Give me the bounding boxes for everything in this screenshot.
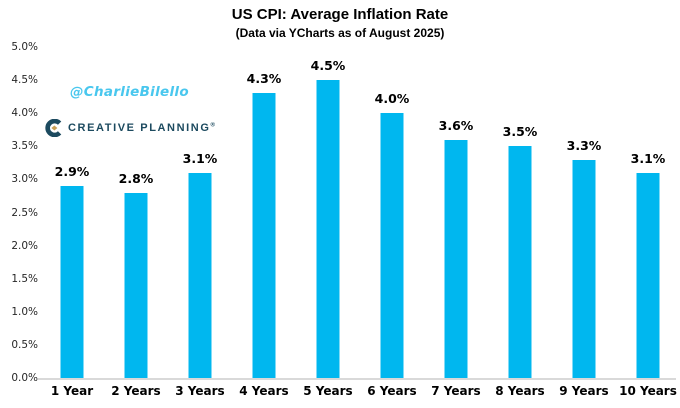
y-axis-tick-label: 2.0% [11,239,38,252]
y-axis-tick-label: 1.0% [11,305,38,318]
y-axis-tick-label: 4.0% [11,107,38,120]
y-axis-tick-label: 1.5% [11,272,38,285]
bar-value-label: 3.5% [502,124,538,140]
bar-value-label: 2.8% [118,170,154,186]
bar-category-7: 3.6% [424,47,488,378]
bar-category-4: 4.3% [232,47,296,378]
bar [188,172,212,378]
creative-planning-c-icon [45,119,63,137]
x-axis-category-label: 3 Years [175,384,225,398]
bar-category-5: 4.5% [296,47,360,378]
bar-value-label: 2.9% [54,164,90,180]
x-axis-category-label: 4 Years [239,384,289,398]
y-axis-tick-label: 0.0% [11,372,38,384]
y-axis: 5.0% 4.5% 4.0% 3.5% 3.0% 2.5% 2.0% 1.5% 1.0% 0.5%… [0,41,40,384]
y-axis-tick-label: 4.5% [11,74,38,87]
x-axis-category-label: 2 Years [111,384,161,398]
bar-value-label: 4.3% [246,71,282,87]
bar [572,159,596,378]
y-axis-tick-label: 0.5% [11,338,38,351]
bar [60,186,84,378]
chart-title: US CPI: Average Inflation Rate [231,6,449,23]
x-axis-category-label: 1 Year [50,384,94,398]
x-axis-category-label: 6 Years [367,384,417,398]
bar [444,139,468,378]
x-axis-category-label: 7 Years [431,384,481,398]
bar-value-label: 4.5% [310,58,346,74]
y-axis-tick-label: 3.0% [11,173,38,186]
bar-value-label: 3.1% [182,150,218,166]
plot-area: 2.9% 2.8% 3.1% 4.3% 4.5% 4.0% 3.6% 3.5% 3.3% 3.1% [40,47,680,378]
chart-subtitle: (Data via YCharts as of August 2025) [235,26,445,40]
x-axis-category-label: 9 Years [559,384,609,398]
bar-category-1: 2.9% [40,47,104,378]
creative-planning-logo: CREATIVE PLANNING® [45,119,215,137]
bar-category-9: 3.3% [552,47,616,378]
bar [316,80,340,378]
x-axis-category-label: 8 Years [495,384,545,398]
x-axis-line [38,378,676,380]
y-axis-tick-label: 2.5% [11,206,38,219]
y-axis-tick-label: 5.0% [11,41,38,53]
bar [508,146,532,378]
twitter-handle-watermark: @CharlieBilello [70,84,189,100]
bar-category-10: 3.1% [616,47,680,378]
bar-value-label: 3.1% [630,150,666,166]
bar [124,192,148,378]
bar-category-3: 3.1% [168,47,232,378]
bar-value-label: 4.0% [374,91,410,107]
bar [252,93,276,378]
x-axis-category-label: 5 Years [303,384,353,398]
bar-category-2: 2.8% [104,47,168,378]
bar-value-label: 3.3% [566,137,602,153]
bar [636,172,660,378]
logo-wordmark: CREATIVE PLANNING® [68,122,215,134]
bar-category-8: 3.5% [488,47,552,378]
x-axis-labels: 1 Year 2 Years 3 Years 4 Years 5 Years 6 Year… [40,384,680,398]
bar [380,113,404,378]
bar-value-label: 3.6% [438,117,474,133]
y-axis-tick-label: 3.5% [11,140,38,153]
x-axis-category-label: 10 Years [619,384,677,398]
trademark-symbol: ® [210,122,215,129]
bar-category-6: 4.0% [360,47,424,378]
